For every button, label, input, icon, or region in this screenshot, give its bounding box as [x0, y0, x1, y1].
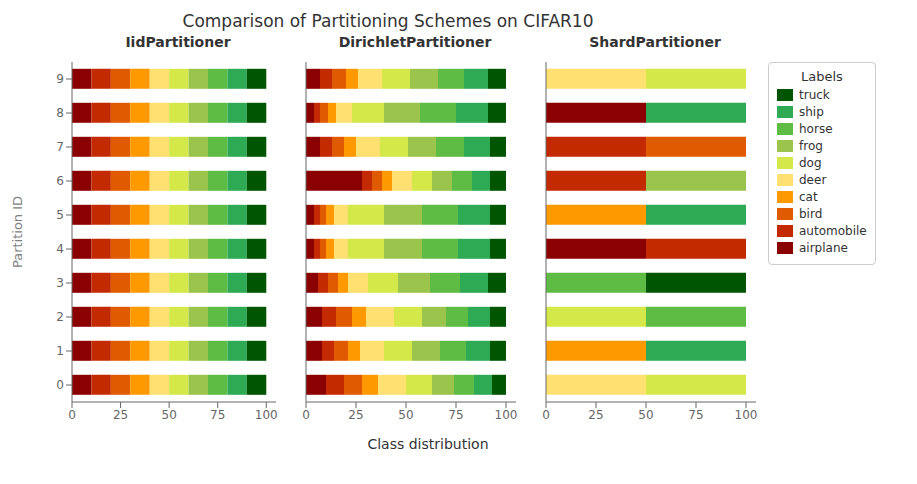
svg-text:50: 50 — [638, 408, 653, 422]
svg-text:0: 0 — [542, 408, 550, 422]
svg-text:75: 75 — [210, 408, 225, 422]
html-text:bird: bird — [799, 207, 823, 221]
svg-text:3: 3 — [56, 276, 64, 290]
svg-text:75: 75 — [688, 408, 703, 422]
svg-text:50: 50 — [162, 408, 177, 422]
svg-text:100: 100 — [735, 408, 758, 422]
svg-text:25: 25 — [113, 408, 128, 422]
svg-text:0: 0 — [302, 408, 310, 422]
svg-text:4: 4 — [56, 242, 64, 256]
html-text:automobile: automobile — [799, 224, 867, 238]
html-text:DirichletPartitioner: DirichletPartitioner — [338, 34, 492, 50]
svg-text:5: 5 — [56, 208, 64, 222]
svg-text:100: 100 — [255, 408, 278, 422]
html-text:truck: truck — [799, 88, 830, 102]
svg-text:0: 0 — [68, 408, 76, 422]
svg-text:100: 100 — [495, 408, 518, 422]
svg-text:7: 7 — [56, 140, 64, 154]
svg-text:Partition ID: Partition ID — [10, 196, 25, 268]
html-text:Class distribution: Class distribution — [367, 436, 489, 452]
svg-text:0: 0 — [56, 378, 64, 392]
html-text:horse: horse — [799, 122, 833, 136]
html-text:Comparison of Partitioning Sch: Comparison of Partitioning Schemes on CI… — [182, 11, 594, 31]
svg-text:8: 8 — [56, 106, 64, 120]
html-text:ShardPartitioner: ShardPartitioner — [589, 34, 721, 50]
svg-text:25: 25 — [348, 408, 363, 422]
html-text:frog: frog — [799, 139, 823, 153]
svg-text:75: 75 — [448, 408, 463, 422]
html-text:ship: ship — [799, 105, 824, 119]
svg-text:2: 2 — [56, 310, 64, 324]
html-text:airplane: airplane — [799, 241, 848, 255]
html-text:cat: cat — [799, 190, 818, 204]
svg-text:50: 50 — [398, 408, 413, 422]
svg-text:25: 25 — [588, 408, 603, 422]
svg-text:9: 9 — [56, 72, 64, 86]
html-text:Labels: Labels — [800, 69, 843, 84]
html-text:IidPartitioner: IidPartitioner — [125, 34, 231, 50]
html-text:dog: dog — [799, 156, 822, 170]
svg-text:1: 1 — [56, 344, 64, 358]
html-text:deer: deer — [799, 173, 827, 187]
svg-text:6: 6 — [56, 174, 64, 188]
